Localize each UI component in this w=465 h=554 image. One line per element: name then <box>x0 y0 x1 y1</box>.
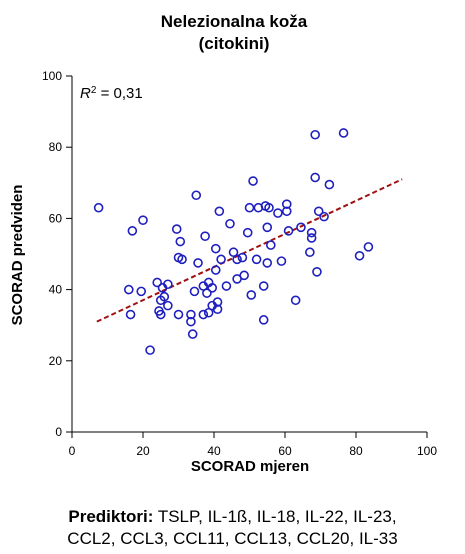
data-point <box>264 202 274 213</box>
y-axis-label: SCORAD predviden <box>9 185 26 326</box>
data-point <box>186 316 196 327</box>
data-point <box>127 226 138 236</box>
chart-title-line-1: Nelezionalna koža <box>161 12 308 31</box>
data-point <box>202 288 212 298</box>
data-point <box>212 297 223 307</box>
data-point <box>175 236 186 247</box>
r-squared-annotation: R2 = 0,31 <box>80 85 143 103</box>
data-point <box>281 206 292 217</box>
data-point <box>251 254 262 265</box>
data-point <box>189 286 200 297</box>
data-point <box>159 291 170 302</box>
data-point <box>324 179 335 190</box>
data-point <box>207 283 218 293</box>
data-point <box>171 224 182 234</box>
r-squared-symbol: R <box>80 85 91 102</box>
data-point <box>273 208 283 218</box>
data-point <box>258 281 269 291</box>
data-point <box>306 227 317 238</box>
data-point <box>262 258 273 268</box>
x-axis-label: SCORAD mjeren <box>191 458 309 475</box>
data-point <box>246 290 257 300</box>
data-point <box>193 258 203 268</box>
data-point <box>276 256 287 266</box>
data-point <box>198 309 209 320</box>
data-point <box>363 242 374 252</box>
data-point <box>225 218 235 229</box>
y-tick-label: 0 <box>55 425 62 439</box>
data-point <box>177 254 187 265</box>
data-point <box>186 309 196 320</box>
data-point <box>310 129 320 140</box>
y-tick-label: 100 <box>42 69 62 83</box>
x-tick-label: 80 <box>349 444 363 458</box>
data-point <box>210 265 221 275</box>
predictors-footnote: Prediktori: TSLP, IL-1ß, IL-18, IL-22, I… <box>0 506 465 550</box>
data-point <box>305 247 315 258</box>
data-point <box>173 309 184 320</box>
x-tick-label: 40 <box>207 444 221 458</box>
data-point <box>237 252 248 263</box>
data-point <box>242 227 253 238</box>
axes: 0 20 40 60 80 100 0 20 40 60 80 100 <box>42 69 437 458</box>
data-point <box>221 281 232 291</box>
y-tick-label: 20 <box>49 354 63 368</box>
data-points <box>93 128 374 355</box>
predictors-label: Prediktori: <box>68 507 154 526</box>
data-point <box>93 202 104 213</box>
y-tick-label: 80 <box>49 140 63 154</box>
data-point <box>212 304 223 314</box>
x-tick-label: 60 <box>278 444 292 458</box>
data-point <box>163 300 173 311</box>
data-point <box>310 172 320 183</box>
r-squared-value: = 0,31 <box>96 85 142 102</box>
data-point <box>306 233 317 243</box>
data-point <box>125 309 136 320</box>
regression-line <box>96 178 403 323</box>
data-point <box>216 254 226 265</box>
predictors-line-1: Prediktori: TSLP, IL-1ß, IL-18, IL-22, I… <box>0 506 465 528</box>
chart-title-line-2: (citokini) <box>199 34 270 53</box>
data-point <box>210 243 221 254</box>
data-point <box>200 231 210 241</box>
data-point <box>191 190 202 201</box>
data-point <box>265 240 276 250</box>
data-point <box>232 254 242 265</box>
data-point <box>239 270 249 281</box>
data-point <box>138 215 148 225</box>
predictors-list-1: TSLP, IL-1ß, IL-18, IL-22, IL-23, <box>153 507 397 526</box>
data-point <box>258 315 269 325</box>
data-point <box>124 284 134 295</box>
data-point <box>155 309 166 320</box>
scatter-chart: Nelezionalna koža (citokini) 0 20 40 60 80 10… <box>9 12 437 475</box>
data-point <box>313 206 324 217</box>
data-point <box>163 279 173 290</box>
predictors-line-2: CCL2, CCL3, CCL11, CCL13, CCL20, IL-33 <box>67 529 398 548</box>
data-point <box>136 286 147 297</box>
data-point <box>296 222 306 233</box>
y-tick-label: 60 <box>49 211 63 225</box>
r-squared-exponent: 2 <box>91 85 97 96</box>
x-tick-label: 0 <box>69 444 76 458</box>
data-point <box>312 266 322 277</box>
data-point <box>145 345 155 355</box>
data-point <box>290 295 301 306</box>
data-point <box>354 250 365 261</box>
data-point <box>214 206 225 217</box>
trendline-group <box>96 178 403 323</box>
data-point <box>152 277 162 288</box>
x-tick-label: 20 <box>136 444 150 458</box>
data-point <box>281 199 292 209</box>
data-point <box>338 128 349 138</box>
y-tick-label: 40 <box>49 283 63 297</box>
data-point <box>244 202 255 213</box>
data-point <box>319 211 329 222</box>
data-point <box>248 176 258 186</box>
data-point <box>187 329 198 339</box>
data-point <box>262 222 273 233</box>
x-tick-label: 100 <box>417 444 437 458</box>
data-point <box>283 226 294 236</box>
